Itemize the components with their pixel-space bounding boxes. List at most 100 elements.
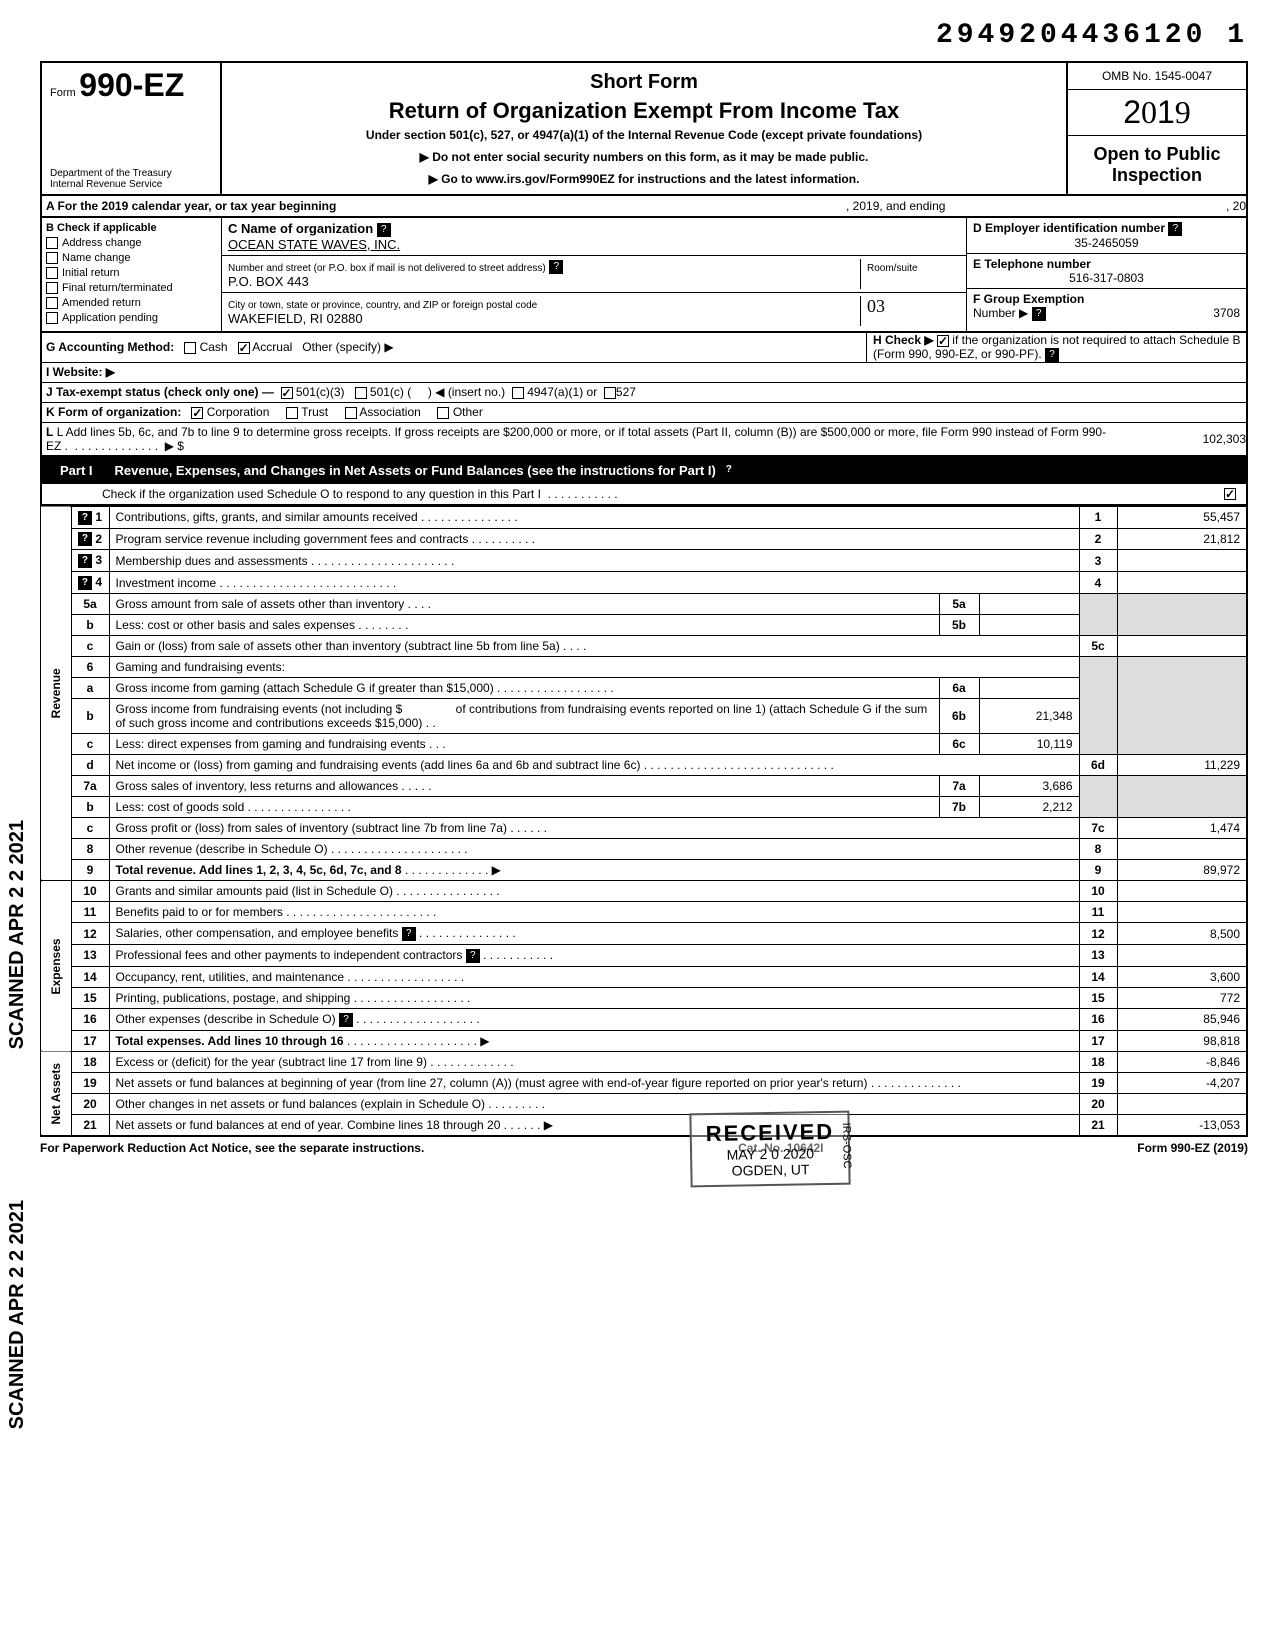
check-final-return[interactable] <box>46 282 58 294</box>
line11-desc: Benefits paid to or for members <box>116 905 283 919</box>
line6d-amt: 11,229 <box>1117 755 1247 776</box>
check-trust[interactable] <box>286 407 298 419</box>
form-header-left: Form 990-EZ Department of the Treasury I… <box>42 63 222 194</box>
short-form-label: Short Form <box>230 71 1058 94</box>
help-icon[interactable]: ? <box>377 223 391 237</box>
org-city: WAKEFIELD, RI 02880 <box>228 311 363 326</box>
k-2: Association <box>359 405 420 419</box>
b-opt-5: Application pending <box>62 312 158 324</box>
phone-value: 516-317-0803 <box>973 271 1240 285</box>
help-icon[interactable]: ? <box>78 511 92 525</box>
k-0: Corporation <box>207 405 270 419</box>
city-label: City or town, state or province, country… <box>228 300 537 311</box>
side-expenses: Expenses <box>41 881 71 1051</box>
org-addr: P.O. BOX 443 <box>228 274 309 289</box>
line2-amt: 21,812 <box>1117 528 1247 550</box>
j-label: J Tax-exempt status (check only one) — <box>46 385 274 399</box>
form-header: Form 990-EZ Department of the Treasury I… <box>40 61 1248 196</box>
line6c-subamt: 10,119 <box>979 734 1079 755</box>
g-other: Other (specify) ▶ <box>302 340 393 354</box>
check-assoc[interactable] <box>345 407 357 419</box>
g-cash: Cash <box>200 340 228 354</box>
footer: For Paperwork Reduction Act Notice, see … <box>40 1141 1248 1155</box>
help-icon[interactable]: ? <box>78 576 92 590</box>
form-header-center: Short Form Return of Organization Exempt… <box>222 63 1066 194</box>
check-527[interactable] <box>604 387 616 399</box>
line4-desc: Investment income <box>116 576 217 590</box>
section-a-end: , 20 <box>1046 199 1246 213</box>
help-icon[interactable]: ? <box>1032 307 1046 321</box>
check-address-change[interactable] <box>46 237 58 249</box>
help-icon[interactable]: ? <box>339 1013 353 1027</box>
line7a-desc: Gross sales of inventory, less returns a… <box>116 779 399 793</box>
help-icon[interactable]: ? <box>722 463 736 477</box>
line6b-sub: 6b <box>939 699 979 734</box>
line6a-desc: Gross income from gaming (attach Schedul… <box>116 681 494 695</box>
line14-desc: Occupancy, rent, utilities, and maintena… <box>116 970 345 984</box>
line3-amt <box>1117 550 1247 572</box>
check-501c[interactable] <box>355 387 367 399</box>
check-cash[interactable] <box>184 342 196 354</box>
check-pending[interactable] <box>46 312 58 324</box>
line7b-subamt: 2,212 <box>979 797 1079 818</box>
check-corp[interactable] <box>191 407 203 419</box>
line6a-subamt <box>979 678 1079 699</box>
check-schedule-o[interactable] <box>1224 488 1236 500</box>
part1-table: Revenue ? 1 Contributions, gifts, grants… <box>40 506 1248 1137</box>
open-public: Open to Public Inspection <box>1068 136 1246 194</box>
return-title: Return of Organization Exempt From Incom… <box>230 98 1058 124</box>
check-name-change[interactable] <box>46 252 58 264</box>
b-opt-4: Amended return <box>62 297 141 309</box>
info-right: D Employer identification number ? 35-24… <box>966 218 1246 331</box>
f-label: F Group Exemption <box>973 292 1084 306</box>
section-a-row: A For the 2019 calendar year, or tax yea… <box>40 196 1248 218</box>
group-exemption: 3708 <box>1213 306 1240 320</box>
help-icon[interactable]: ? <box>1168 222 1182 236</box>
line7b-sub: 7b <box>939 797 979 818</box>
section-b-label: B Check if applicable <box>46 222 217 234</box>
side-netassets: Net Assets <box>41 1051 71 1136</box>
line16-amt: 85,946 <box>1117 1008 1247 1030</box>
form-header-right: OMB No. 1545-0047 2019 Open to Public In… <box>1066 63 1246 194</box>
line6c-sub: 6c <box>939 734 979 755</box>
check-other[interactable] <box>437 407 449 419</box>
line14-amt: 3,600 <box>1117 966 1247 987</box>
warn2: ▶ Go to www.irs.gov/Form990EZ for instru… <box>230 172 1058 186</box>
check-4947[interactable] <box>512 387 524 399</box>
document-number: 2949204436120 1 <box>40 20 1248 51</box>
arrow-icon: ▶ <box>492 863 501 877</box>
k-3: Other <box>453 405 483 419</box>
ein-value: 35-2465059 <box>973 236 1240 250</box>
help-icon[interactable]: ? <box>549 260 563 274</box>
check-accrual[interactable] <box>238 342 250 354</box>
b-opt-1: Name change <box>62 252 131 264</box>
l-amount: 102,303 <box>1116 432 1246 446</box>
room-handwritten: 03 <box>860 296 960 326</box>
line9-amt: 89,972 <box>1117 860 1247 881</box>
k-1: Trust <box>301 405 328 419</box>
line5c-desc: Gain or (loss) from sale of assets other… <box>116 639 560 653</box>
part1-title: Revenue, Expenses, and Changes in Net As… <box>115 463 716 478</box>
footer-right: Form 990-EZ (2019) <box>1137 1141 1248 1155</box>
line6d-desc: Net income or (loss) from gaming and fun… <box>116 758 641 772</box>
help-icon[interactable]: ? <box>78 554 92 568</box>
omb-number: OMB No. 1545-0047 <box>1068 63 1246 90</box>
check-schedule-b[interactable] <box>937 335 949 347</box>
line11-amt <box>1117 902 1247 923</box>
line15-desc: Printing, publications, postage, and shi… <box>116 991 351 1005</box>
line8-desc: Other revenue (describe in Schedule O) <box>116 842 328 856</box>
help-icon[interactable]: ? <box>466 949 480 963</box>
check-501c3[interactable] <box>281 387 293 399</box>
help-icon[interactable]: ? <box>78 532 92 546</box>
help-icon[interactable]: ? <box>402 927 416 941</box>
check-amended[interactable] <box>46 297 58 309</box>
help-icon[interactable]: ? <box>1045 348 1059 362</box>
c-label: C Name of organization <box>228 221 373 236</box>
section-a-label: A For the 2019 calendar year, or tax yea… <box>46 199 336 213</box>
check-initial-return[interactable] <box>46 267 58 279</box>
arrow-icon: ▶ <box>480 1034 489 1048</box>
line18-amt: -8,846 <box>1117 1051 1247 1072</box>
line13-desc: Professional fees and other payments to … <box>116 948 463 962</box>
info-block: B Check if applicable Address change Nam… <box>40 218 1248 333</box>
part1-header: Part I Revenue, Expenses, and Changes in… <box>40 457 1248 484</box>
